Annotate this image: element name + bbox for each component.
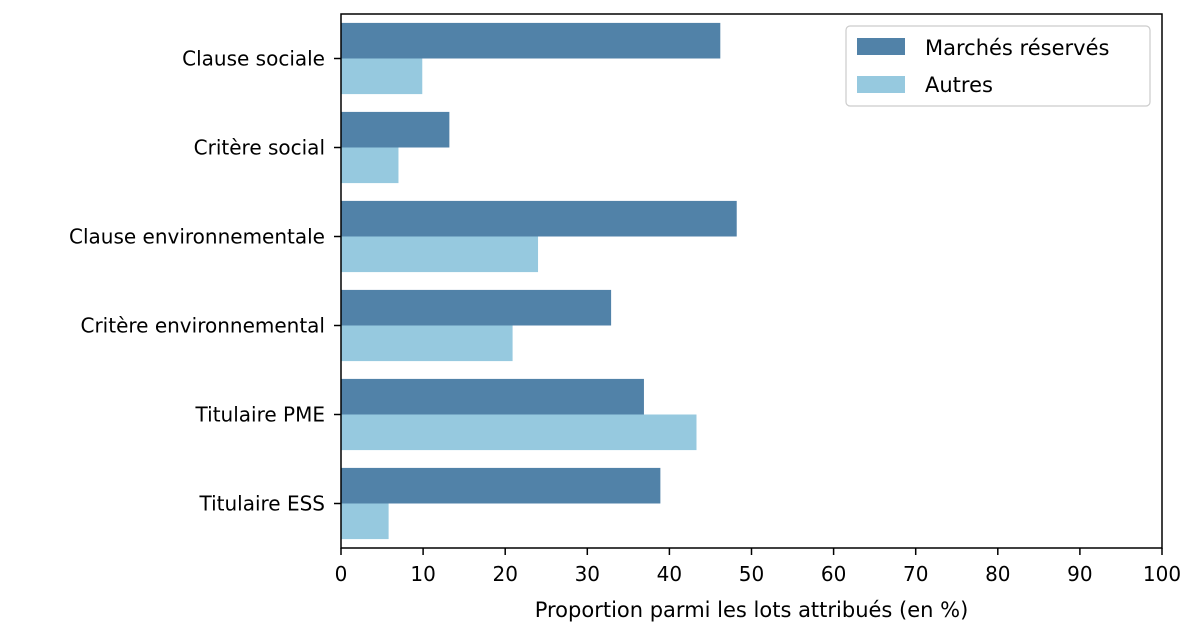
x-tick-label: 30: [575, 562, 600, 586]
bar-marches-reserves-clause-sociale: [341, 22, 721, 59]
legend-label-autres: Autres: [925, 73, 993, 97]
bar-autres-titulaire-ess: [341, 503, 389, 540]
bar-marches-reserves-clause-environnementale: [341, 200, 737, 237]
x-axis-label: Proportion parmi les lots attribués (en …: [535, 598, 969, 622]
bar-autres-critere-environnemental: [341, 325, 513, 362]
x-tick-label: 60: [821, 562, 846, 586]
x-tick-label: 10: [410, 562, 435, 586]
bar-marches-reserves-critere-environnemental: [341, 289, 612, 326]
y-tick-label-critere-environnemental: Critère environnemental: [80, 314, 325, 338]
bar-autres-clause-sociale: [341, 58, 423, 95]
y-tick-label-critere-social: Critère social: [194, 136, 325, 160]
legend-frame: [845, 25, 1151, 107]
legend: Marchés réservés Autres: [845, 25, 1151, 107]
legend-swatch-autres: [857, 76, 905, 93]
bar-marches-reserves-titulaire-ess: [341, 467, 661, 504]
x-tick-label: 100: [1143, 562, 1181, 586]
bar-autres-titulaire-pme: [341, 414, 697, 451]
x-axis: 0 10 20 30 40 50 60 70 80 90 100: [335, 548, 1181, 586]
y-tick-label-clause-environnementale: Clause environnementale: [69, 225, 325, 249]
x-tick-label: 20: [492, 562, 517, 586]
x-tick-label: 40: [657, 562, 682, 586]
y-axis: Clause sociale Critère social Clause envir…: [69, 47, 341, 516]
bar-marches-reserves-titulaire-pme: [341, 378, 644, 415]
y-tick-label-titulaire-ess: Titulaire ESS: [198, 492, 325, 516]
x-tick-label: 0: [335, 562, 348, 586]
bar-autres-clause-environnementale: [341, 236, 539, 273]
bar-marches-reserves-critere-social: [341, 111, 450, 148]
x-tick-label: 90: [1067, 562, 1092, 586]
bar-autres-critere-social: [341, 147, 399, 184]
bars-group: [341, 22, 737, 540]
x-tick-label: 80: [985, 562, 1010, 586]
y-tick-label-clause-sociale: Clause sociale: [182, 47, 325, 71]
y-tick-label-titulaire-pme: Titulaire PME: [195, 403, 325, 427]
legend-swatch-marches-reserves: [857, 38, 905, 55]
x-tick-label: 70: [903, 562, 928, 586]
legend-label-marches-reserves: Marchés réservés: [925, 36, 1109, 60]
x-tick-label: 50: [739, 562, 764, 586]
